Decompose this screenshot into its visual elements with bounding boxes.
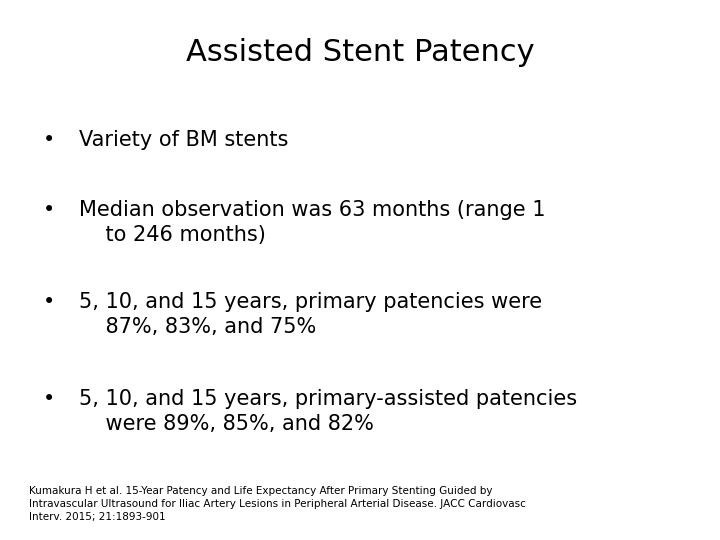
- Text: •: •: [43, 389, 55, 409]
- Text: •: •: [43, 200, 55, 220]
- Text: 5, 10, and 15 years, primary patencies were
    87%, 83%, and 75%: 5, 10, and 15 years, primary patencies w…: [79, 292, 542, 337]
- Text: Variety of BM stents: Variety of BM stents: [79, 130, 289, 150]
- Text: Median observation was 63 months (range 1
    to 246 months): Median observation was 63 months (range …: [79, 200, 546, 245]
- Text: •: •: [43, 130, 55, 150]
- Text: 5, 10, and 15 years, primary-assisted patencies
    were 89%, 85%, and 82%: 5, 10, and 15 years, primary-assisted pa…: [79, 389, 577, 434]
- Text: Assisted Stent Patency: Assisted Stent Patency: [186, 38, 534, 67]
- Text: Kumakura H et al. 15-Year Patency and Life Expectancy After Primary Stenting Gui: Kumakura H et al. 15-Year Patency and Li…: [29, 486, 526, 522]
- Text: •: •: [43, 292, 55, 312]
